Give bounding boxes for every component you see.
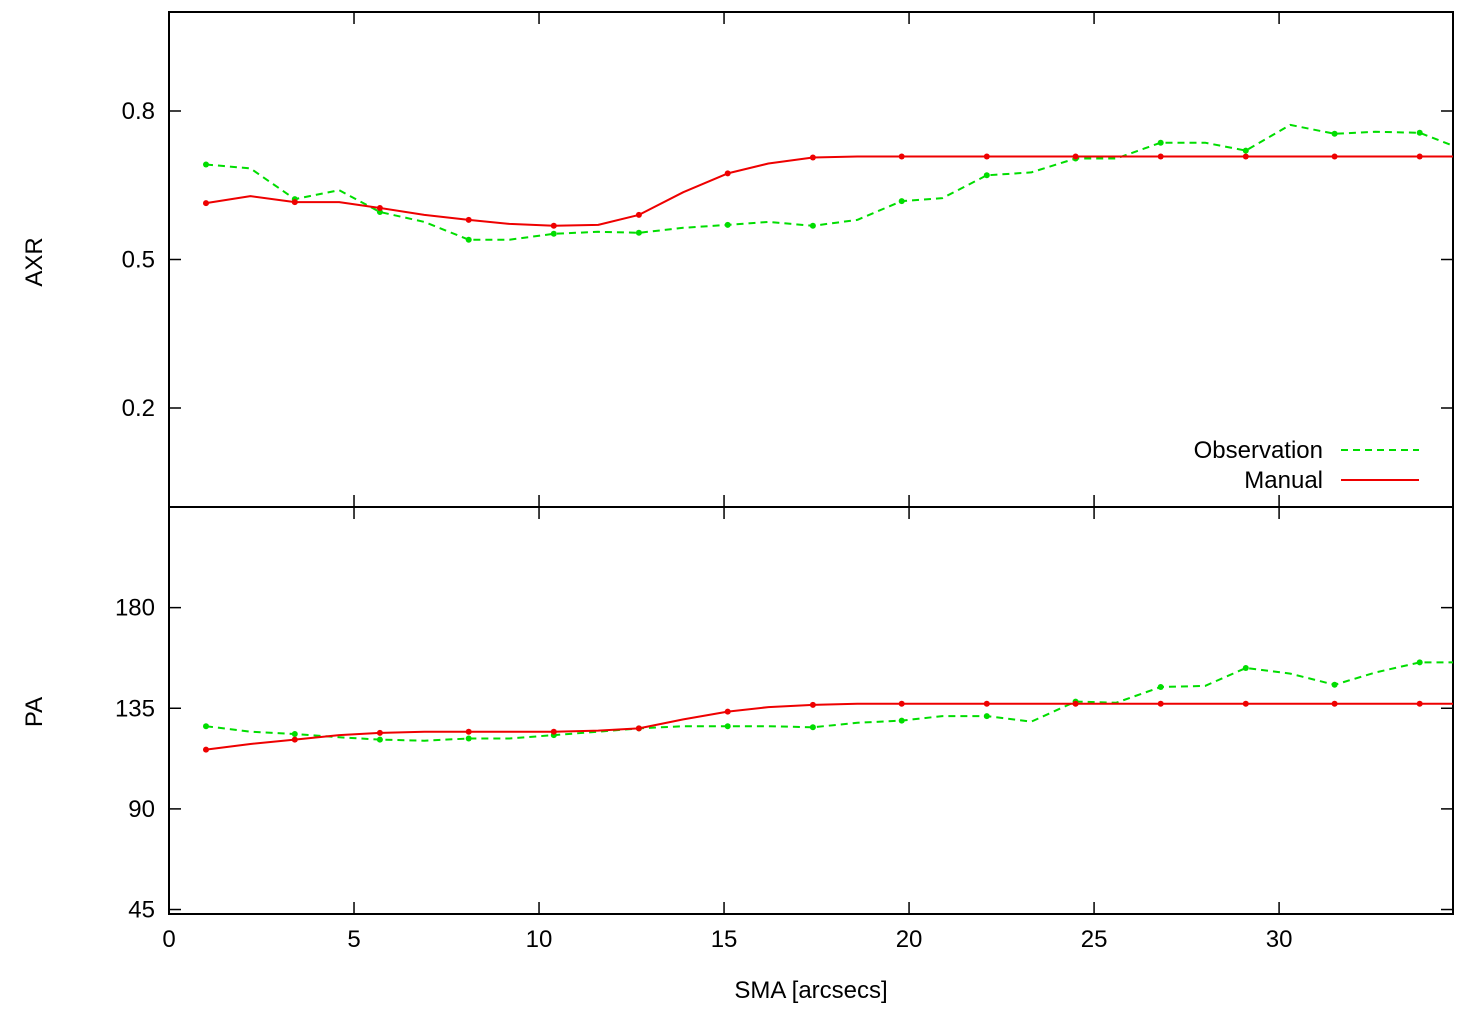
- bottom-data-point-manual: [983, 700, 990, 707]
- bottom-data-point-observation: [376, 736, 383, 743]
- bottom-data-point-observation: [1157, 684, 1164, 690]
- top-series-line-manual: [205, 155, 1453, 227]
- top-data-point-manual: [465, 216, 472, 223]
- top-data-point-manual: [898, 153, 905, 160]
- top-data-point-observation: [1157, 139, 1164, 146]
- top-data-point-observation: [1331, 130, 1338, 137]
- top-series-line-observation: [205, 123, 1454, 241]
- legend-label-manual: Manual: [1244, 467, 1323, 494]
- bottom-data-point-observation: [1331, 681, 1338, 688]
- top-data-point-observation: [724, 221, 731, 228]
- bottom-data-point-manual: [376, 729, 383, 736]
- top-data-point-manual: [1331, 153, 1338, 160]
- bottom-plot-frame: [168, 506, 1454, 915]
- bottom-data-point-manual: [1072, 700, 1079, 707]
- bottom-data-point-manual: [724, 708, 731, 715]
- top-data-point-observation: [203, 161, 209, 168]
- top-series-layer: [203, 123, 1454, 243]
- top-data-point-manual: [550, 222, 557, 229]
- bottom-data-point-observation: [898, 717, 905, 724]
- top-data-point-manual: [724, 170, 731, 177]
- x-axis-label: SMA [arcsecs]: [734, 977, 887, 1004]
- bottom-data-point-manual: [1331, 700, 1338, 707]
- bottom-data-point-observation: [809, 724, 816, 731]
- bottom-data-point-observation: [1242, 665, 1249, 671]
- bottom-data-point-manual: [1242, 700, 1249, 707]
- bottom-data-point-observation: [724, 723, 731, 730]
- top-data-point-manual: [983, 153, 990, 160]
- x-tick-label: 0: [162, 926, 175, 953]
- bottom-axes: 0 5 10 15 20 25 30 45 90 135 180: [115, 507, 1453, 953]
- legend: Observation Manual: [1194, 437, 1419, 494]
- top-axes: 0.2 0.5 0.8: [122, 12, 1453, 507]
- bottom-y-tick-label: 135: [115, 695, 155, 722]
- top-data-point-observation: [898, 198, 905, 205]
- bottom-data-point-manual: [635, 725, 642, 732]
- bottom-data-point-manual: [291, 736, 298, 743]
- top-data-point-manual: [291, 199, 298, 206]
- bottom-data-point-manual: [550, 728, 557, 735]
- bottom-data-point-manual: [898, 700, 905, 707]
- bottom-y-axis-label: PA: [21, 697, 48, 727]
- top-y-tick-label: 0.8: [122, 98, 155, 125]
- x-tick-label: 25: [1081, 926, 1108, 953]
- bottom-data-point-manual: [465, 728, 472, 735]
- x-tick-label: 5: [347, 926, 360, 953]
- top-y-tick-label: 0.5: [122, 247, 155, 274]
- top-data-point-manual: [376, 205, 383, 211]
- top-data-point-manual: [1072, 153, 1079, 160]
- bottom-data-point-manual: [203, 746, 209, 753]
- top-data-point-manual: [203, 200, 209, 207]
- top-data-point-observation: [983, 172, 990, 179]
- top-data-point-observation: [1416, 129, 1423, 136]
- bottom-data-point-observation: [291, 731, 298, 737]
- top-y-tick-label: 0.2: [122, 395, 155, 422]
- top-data-point-observation: [465, 236, 472, 243]
- bottom-series-layer: [203, 659, 1453, 753]
- legend-label-observation: Observation: [1194, 437, 1323, 464]
- bottom-data-point-observation: [465, 735, 472, 742]
- top-data-point-observation: [1242, 147, 1249, 154]
- top-data-point-manual: [635, 211, 642, 218]
- bottom-y-tick-label: 180: [115, 595, 155, 622]
- top-data-point-observation: [809, 222, 816, 229]
- x-tick-label: 10: [526, 926, 553, 953]
- bottom-series-line-observation: [205, 661, 1453, 742]
- top-y-axis-label: AXR: [21, 237, 48, 286]
- x-tick-label: 30: [1266, 926, 1293, 953]
- bottom-data-point-observation: [203, 723, 209, 730]
- top-data-point-observation: [550, 230, 557, 237]
- top-plot-frame: [168, 11, 1454, 508]
- bottom-data-point-manual: [809, 701, 816, 708]
- top-data-point-manual: [1157, 153, 1164, 160]
- top-data-point-manual: [1416, 153, 1423, 160]
- x-tick-label: 15: [711, 926, 738, 953]
- bottom-data-point-manual: [1157, 700, 1164, 707]
- top-data-point-observation: [635, 229, 642, 236]
- bottom-series-line-manual: [205, 702, 1453, 751]
- bottom-panel: PA SMA [arcsecs] 0 5 10 15 20 25 30 45 90 135 180: [21, 506, 1454, 1004]
- bottom-data-point-observation: [983, 713, 990, 720]
- bottom-data-point-observation: [1416, 659, 1423, 666]
- bottom-y-tick-label: 90: [128, 796, 155, 823]
- top-panel: AXR 0.2 0.5 0.8 Observation Manual: [21, 11, 1454, 508]
- top-data-point-manual: [1242, 153, 1249, 160]
- bottom-data-point-manual: [1416, 700, 1423, 707]
- x-tick-label: 20: [896, 926, 923, 953]
- bottom-y-tick-label: 45: [128, 897, 155, 924]
- top-data-point-manual: [809, 154, 816, 161]
